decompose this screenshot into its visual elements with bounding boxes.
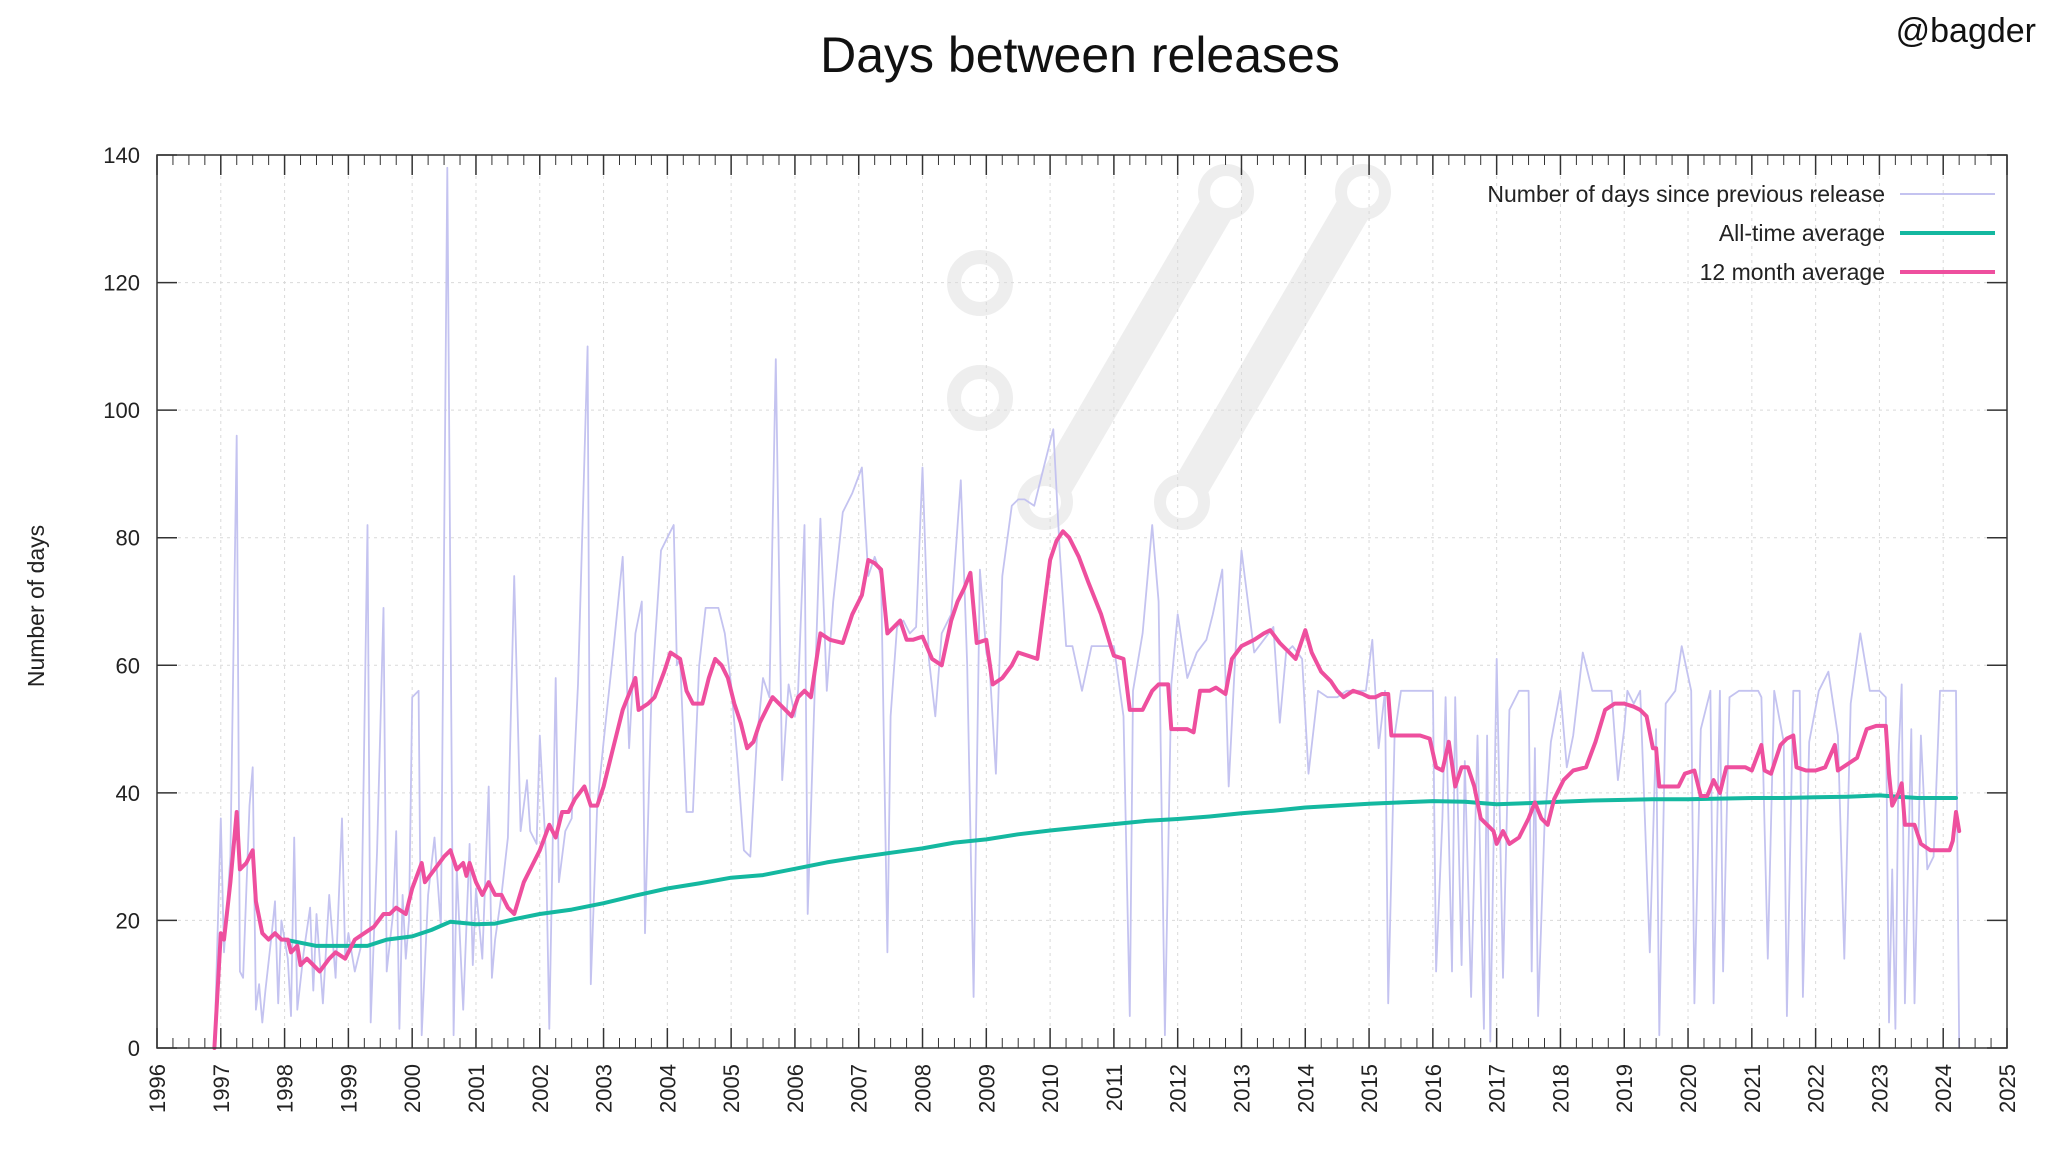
legend: Number of days since previous release All… xyxy=(1487,181,1995,285)
axes xyxy=(156,154,2008,1049)
y-tick-label: 120 xyxy=(103,271,140,296)
x-tick-label: 1998 xyxy=(273,1064,298,1113)
x-tick-label: 2004 xyxy=(655,1064,680,1113)
series-line-days-since-previous xyxy=(213,166,1961,1049)
watermark-dot xyxy=(947,365,1013,431)
x-tick-label: 2002 xyxy=(528,1064,553,1113)
legend-label: All-time average xyxy=(1719,220,1885,246)
x-tick-label: 2007 xyxy=(847,1064,872,1113)
y-tick-label: 60 xyxy=(116,653,140,678)
y-tick-label: 80 xyxy=(116,526,140,551)
x-tick-label: 2018 xyxy=(1548,1064,1573,1113)
x-tick-label: 2015 xyxy=(1357,1064,1382,1113)
x-tick-label: 2024 xyxy=(1931,1064,1956,1113)
y-tick-label: 40 xyxy=(116,781,140,806)
plot-frame xyxy=(156,154,2008,1049)
y-tick-label: 0 xyxy=(128,1036,140,1061)
x-tick-label: 2016 xyxy=(1421,1064,1446,1113)
x-tick-label: 2020 xyxy=(1676,1064,1701,1113)
watermark-ring xyxy=(1335,164,1391,220)
x-tick-label: 2017 xyxy=(1485,1064,1510,1113)
series-line-all-time-average xyxy=(282,793,1958,948)
y-tick-label: 20 xyxy=(116,908,140,933)
y-axis-title: Number of days xyxy=(23,525,49,687)
curl-logo-watermark xyxy=(947,164,1391,530)
axis-ticks: 0 20 40 60 80 100 120 140 1996 1997 1998 1999 2000 20… xyxy=(103,143,2020,1113)
x-tick-label: 2005 xyxy=(719,1064,744,1113)
watermark-slash xyxy=(1027,174,1244,520)
x-tick-label: 2003 xyxy=(592,1064,617,1113)
watermark-ring xyxy=(1198,164,1254,220)
author-handle: @bagder xyxy=(1895,12,2036,50)
x-tick-label: 1999 xyxy=(336,1064,361,1113)
x-tick-label: 2021 xyxy=(1740,1064,1765,1113)
chart-title: Days between releases xyxy=(820,27,1340,83)
watermark-ring xyxy=(1154,474,1210,530)
grid-lines xyxy=(157,155,2007,1048)
x-tick-label: 2008 xyxy=(911,1064,936,1113)
x-tick-label: 2001 xyxy=(464,1064,489,1113)
x-tick-label: 2006 xyxy=(783,1064,808,1113)
x-tick-label: 2010 xyxy=(1038,1064,1063,1113)
x-tick-label: 2014 xyxy=(1293,1064,1318,1113)
x-tick-label: 2012 xyxy=(1166,1064,1191,1113)
x-tick-label: 2013 xyxy=(1229,1064,1254,1113)
x-tick-label: 2009 xyxy=(974,1064,999,1113)
series-layer xyxy=(212,166,1962,1050)
x-tick-label: 2019 xyxy=(1612,1064,1637,1113)
x-tick-label: 2023 xyxy=(1867,1064,1892,1113)
y-tick-label: 100 xyxy=(103,398,140,423)
x-tick-label: 2011 xyxy=(1102,1064,1127,1111)
legend-label: Number of days since previous release xyxy=(1487,181,1885,207)
x-tick-label: 2025 xyxy=(1995,1064,2020,1113)
y-tick-label: 140 xyxy=(103,143,140,168)
legend-label: 12 month average xyxy=(1700,259,1885,285)
x-tick-label: 2022 xyxy=(1804,1064,1829,1113)
x-tick-label: 1997 xyxy=(209,1064,234,1113)
watermark-slash xyxy=(1164,174,1381,520)
x-tick-label: 2000 xyxy=(400,1064,425,1113)
x-tick-label: 1996 xyxy=(145,1064,170,1113)
series-line-12-month-average xyxy=(212,529,1962,1050)
